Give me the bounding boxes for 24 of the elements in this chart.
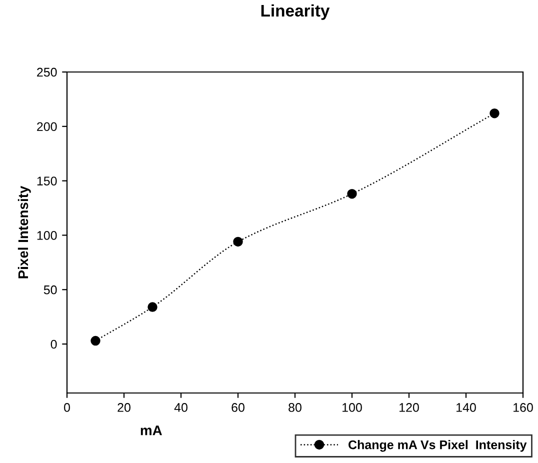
x-tick-label: 120 [400,403,419,412]
y-tick-label: 250 [37,68,57,77]
legend-label: Change mA Vs Pixel Intensity [348,440,527,452]
x-tick-label: 40 [174,403,188,412]
x-axis-title: mA [140,426,162,436]
y-tick-label: 200 [37,122,57,132]
x-tick-label: 60 [232,403,244,412]
y-axis-title: Pixel Intensity [18,186,31,278]
y-tick-label: 150 [37,176,57,186]
y-tick-label: 0 [50,340,57,349]
x-tick-label: 160 [514,403,533,412]
point [90,336,100,346]
x-tick-label: 20 [118,403,130,412]
point [148,302,158,312]
x-tick-label: 100 [342,403,362,412]
point [347,189,357,199]
chart-title: Linearity [261,4,330,20]
point [233,236,243,247]
y-tick-label: 50 [44,285,57,294]
x-tick-label: 140 [456,403,476,412]
x-tick-label: 0 [64,403,70,412]
x-tick-label: 80 [288,403,302,412]
y-tick-label: 100 [37,231,57,240]
point [490,108,500,118]
